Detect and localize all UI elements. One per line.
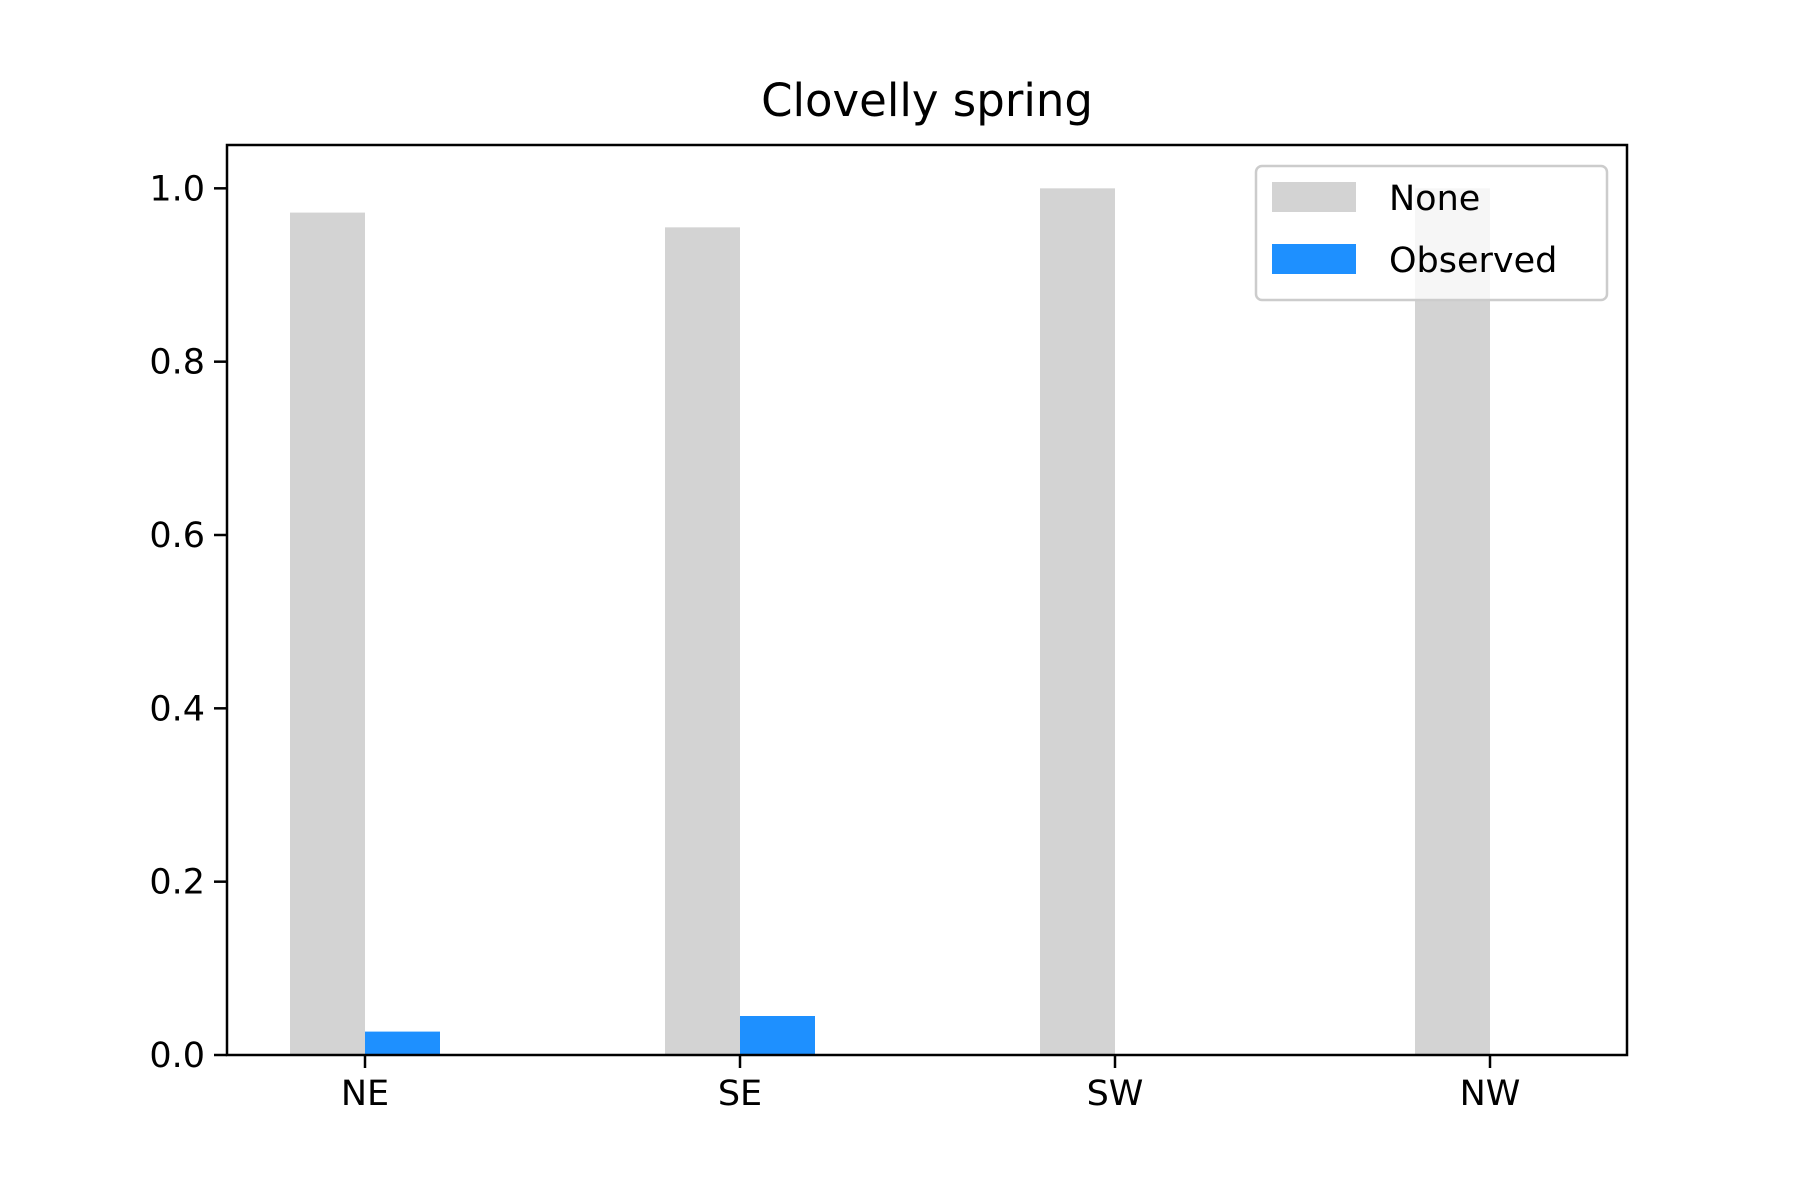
legend-label-observed: Observed	[1389, 241, 1557, 281]
legend: None Observed	[1254, 164, 1609, 302]
y-tick-label: 1.0	[149, 169, 205, 209]
y-tick-label: 0.8	[149, 343, 205, 383]
plot-frame	[225, 143, 1629, 1057]
axes-layer: 0.0 0.2 0.4 0.6 0.8 1.0 NE SE SW NW	[149, 143, 1629, 1114]
y-tick-label: 0.6	[149, 516, 205, 556]
bar-none-ne	[290, 212, 365, 1056]
legend-swatch-none	[1272, 182, 1356, 212]
y-tick-label: 0.2	[149, 863, 205, 903]
y-tick-label: 0.4	[149, 689, 205, 729]
legend-label-none: None	[1389, 179, 1480, 219]
x-tick-label: NE	[341, 1074, 389, 1114]
x-tick-label: NW	[1460, 1074, 1521, 1114]
y-tick-label: 0.0	[149, 1036, 205, 1076]
bar-observed-se	[740, 1016, 815, 1055]
bar-none-nw	[1415, 188, 1490, 1056]
x-tick-label: SW	[1087, 1074, 1144, 1114]
chart-title: Clovelly spring	[761, 74, 1093, 127]
bar-observed-ne	[365, 1031, 440, 1055]
bar-none-se	[665, 227, 740, 1056]
bars-layer	[290, 188, 1490, 1056]
legend-swatch-observed	[1272, 244, 1356, 274]
x-tick-label: SE	[718, 1074, 762, 1114]
bar-none-sw	[1040, 188, 1115, 1056]
